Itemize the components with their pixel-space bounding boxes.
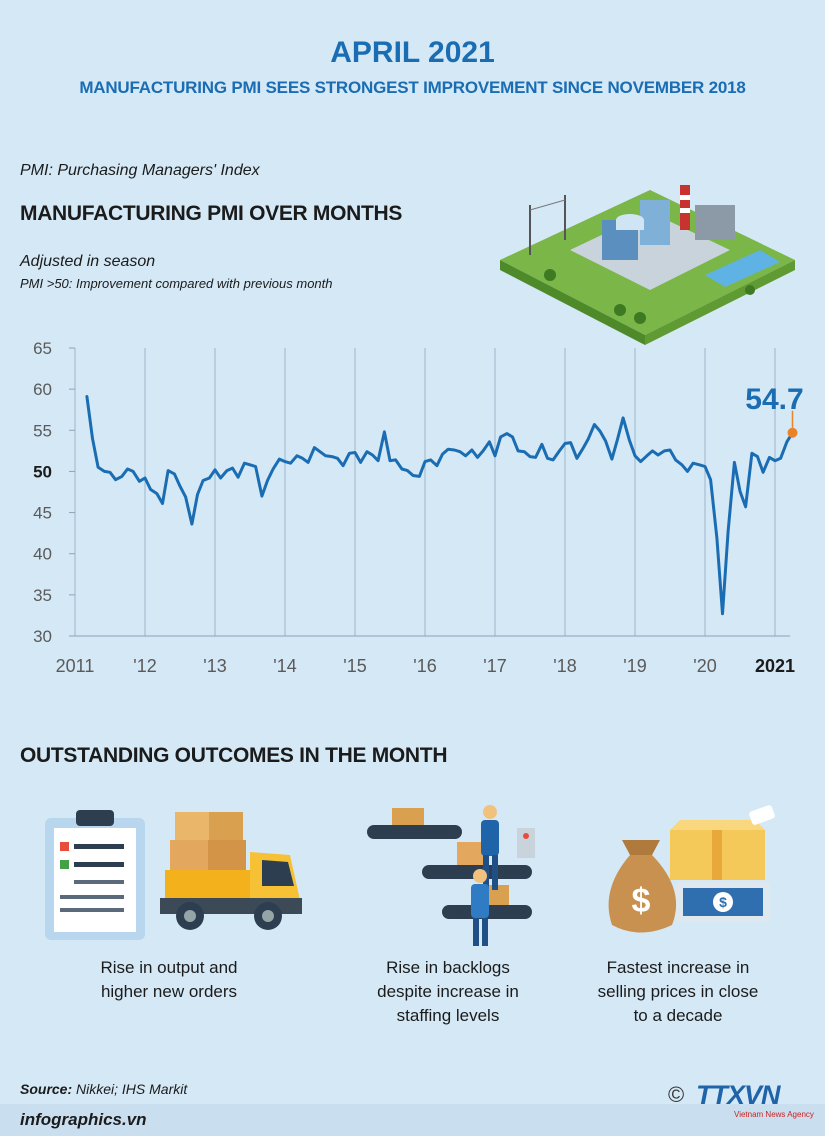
outcomes-heading: OUTSTANDING OUTCOMES IN THE MONTH [20,744,448,767]
page-title: APRIL 2021 [330,36,495,69]
outcome-caption-output: Rise in output and higher new orders [100,958,238,1001]
conveyor-workers-illustration [367,805,535,946]
y-tick-label: 40 [33,545,52,564]
svg-text:$: $ [719,894,727,910]
site-link[interactable]: infographics.vn [20,1110,147,1129]
y-tick-label: 45 [33,504,52,523]
factory-illustration [500,185,795,345]
money-bag-illustration: $ $ [608,805,775,933]
adjustment-note: Adjusted in season [20,253,156,270]
y-tick-label: 65 [33,339,52,358]
x-tick-label: '19 [623,656,646,676]
y-tick-label: 60 [33,380,52,399]
x-tick-label: '12 [133,656,156,676]
x-tick-label: '13 [203,656,226,676]
x-tick-label: '20 [693,656,716,676]
x-tick-label: '14 [273,656,296,676]
x-tick-label: '15 [343,656,366,676]
truck-clipboard-illustration [45,810,302,940]
x-tick-label: '17 [483,656,506,676]
x-tick-label: 2011 [56,656,95,676]
y-tick-label: 55 [33,421,52,440]
x-tick-label: 2021 [755,656,795,676]
outcome-caption-prices: Fastest increase in selling prices in cl… [597,958,759,1025]
agency-logo: TTXVN [696,1080,781,1110]
copyright-icon: © [668,1082,685,1107]
pmi-line-chart: 30 35 40 45 50 55 60 65 2011 '12 '13 '14 '15 '16 '17 '1… [33,339,804,676]
latest-value-marker [787,427,798,438]
footer-bar [0,1104,825,1136]
pmi-series-line [85,395,794,616]
outcome-caption-backlogs: Rise in backlogs despite increase in sta… [377,958,519,1025]
chart-heading: MANUFACTURING PMI OVER MONTHS [20,202,403,225]
page-subtitle: MANUFACTURING PMI SEES STRONGEST IMPROVE… [79,78,746,97]
svg-text:$: $ [632,882,651,920]
agency-name: Vietnam News Agency [734,1110,814,1119]
x-tick-label: '18 [553,656,576,676]
threshold-note: PMI >50: Improvement compared with previ… [20,276,333,291]
x-tick-label: '16 [413,656,436,676]
y-tick-label: 50 [33,462,52,481]
source-note: Source: Nikkei; IHS Markit [20,1081,188,1097]
y-tick-label: 35 [33,586,52,605]
pmi-definition: PMI: Purchasing Managers' Index [20,162,260,179]
y-tick-label: 30 [33,627,52,646]
latest-value-label: 54.7 [745,383,803,416]
